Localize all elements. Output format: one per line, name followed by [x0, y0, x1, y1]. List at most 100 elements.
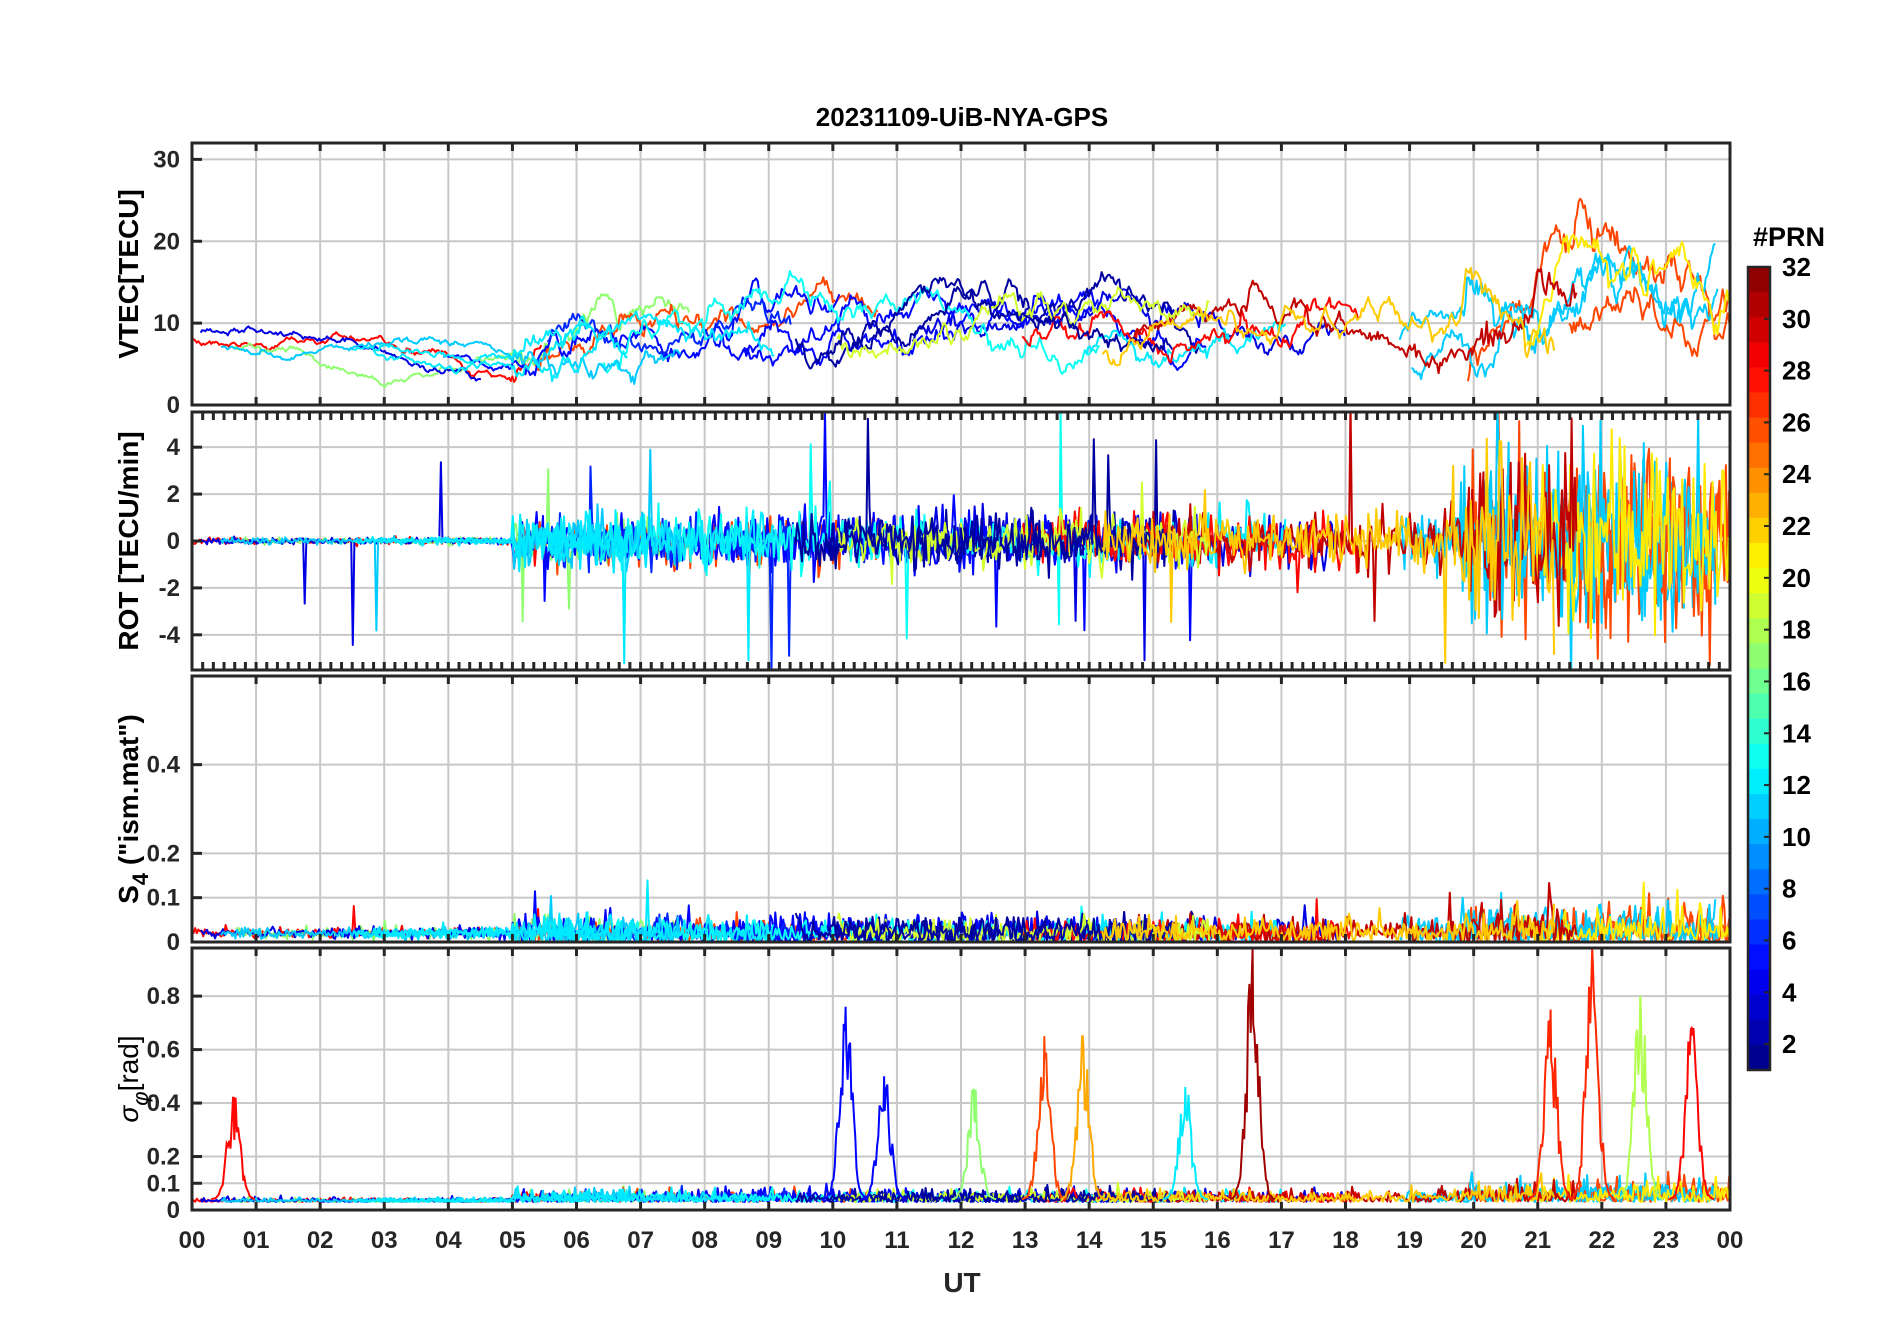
colorbar-segment — [1748, 618, 1770, 645]
x-tick-label: 11 — [884, 1227, 909, 1254]
x-tick-label: 07 — [627, 1227, 654, 1254]
series-line-prn — [599, 270, 1100, 375]
x-tick-label: 15 — [1140, 1227, 1167, 1254]
y-tick-label: 30 — [153, 146, 180, 173]
colorbar-tick-label: 30 — [1782, 304, 1811, 334]
panel-sigma_phi-y-label: σφ[rad] — [113, 1035, 153, 1122]
y-tick-label: -4 — [159, 622, 181, 649]
series-line-prn — [826, 910, 1174, 942]
x-tick-label: 20 — [1460, 1227, 1487, 1254]
series-line-prn — [1568, 286, 1730, 358]
colorbar-segment — [1748, 718, 1770, 745]
y-tick-label: 0.8 — [147, 983, 180, 1010]
y-tick-label: 0.6 — [147, 1037, 180, 1064]
colorbar-segment — [1748, 317, 1770, 343]
colorbar-segment — [1748, 392, 1770, 419]
y-label-main: σ — [113, 1105, 144, 1123]
y-tick-label: 0.1 — [147, 1170, 180, 1197]
colorbar-segment — [1748, 969, 1770, 996]
panel-vtec: 0 10 20 30 VTEC[TECU] — [113, 141, 1732, 419]
x-tick-label: 04 — [435, 1227, 462, 1254]
series-line-prn — [1524, 233, 1730, 347]
series-line-prn — [1133, 267, 1578, 375]
x-tick-label: 08 — [691, 1227, 718, 1254]
colorbar-segment — [1748, 492, 1770, 519]
y-tick-label: 20 — [153, 228, 180, 255]
burst-line — [1021, 1036, 1068, 1201]
burst-line — [1229, 948, 1276, 1200]
colorbar-tick-label: 2 — [1782, 1029, 1796, 1059]
x-tick-label: 22 — [1588, 1227, 1615, 1254]
colorbar-segment — [1748, 894, 1770, 921]
colorbar-tick-label: 12 — [1782, 770, 1811, 800]
burst-line — [210, 1096, 255, 1201]
series-line-prn — [1084, 910, 1287, 942]
x-tick-label: 05 — [499, 1227, 526, 1254]
y-tick-label: 0.4 — [147, 1090, 181, 1117]
colorbar-segment — [1748, 919, 1770, 946]
x-tick-label: 06 — [563, 1227, 590, 1254]
colorbar-tick-label: 4 — [1782, 977, 1797, 1007]
colorbar-segment — [1748, 593, 1770, 619]
x-axis-label: UT — [943, 1267, 980, 1298]
panel-s4-series — [192, 879, 1730, 942]
panel-s4-y-tick-labels: 0 0.1 0.2 0.4 — [147, 752, 202, 956]
colorbar-tick-label: 26 — [1782, 407, 1811, 437]
colorbar-tick-label: 18 — [1782, 615, 1811, 645]
burst-line — [822, 1006, 869, 1201]
colorbar-segment — [1748, 543, 1770, 569]
y-label-sub: φ — [128, 1091, 153, 1105]
colorbar-segment — [1748, 467, 1770, 494]
burst-line — [951, 1088, 997, 1201]
y-label-main: S — [113, 885, 144, 904]
series-line-prn — [1084, 320, 1287, 369]
series-line-prn — [546, 296, 792, 361]
panel-rot: -4 -2 0 2 4 ROT [TECU/min] — [113, 410, 1732, 672]
colorbar-segment — [1748, 517, 1770, 544]
colorbar-tick-label: 20 — [1782, 563, 1811, 593]
colorbar-segment — [1748, 568, 1770, 594]
x-tick-label: 00 — [179, 1227, 206, 1254]
panel-rot-tick-marks — [190, 412, 1732, 670]
x-tick-label: 17 — [1268, 1227, 1295, 1254]
panel-rot-series — [192, 412, 1730, 670]
x-tick-label: 18 — [1332, 1227, 1359, 1254]
series-line-prn — [352, 911, 629, 942]
burst-line — [1059, 1035, 1106, 1201]
colorbar-tick-label: 16 — [1782, 666, 1811, 696]
series-line-prn — [1410, 891, 1719, 942]
panel-vtec-y-label: VTEC[TECU] — [113, 189, 144, 359]
y-tick-label: 0 — [167, 528, 180, 555]
colorbar-segment — [1748, 668, 1770, 695]
colorbar-tick-label: 10 — [1782, 822, 1811, 852]
colorbar-segment — [1748, 994, 1770, 1021]
panel-rot-y-label: ROT [TECU/min] — [113, 431, 144, 650]
series-line-prn — [547, 310, 775, 357]
x-tick-label: 00 — [1717, 1227, 1744, 1254]
colorbar-segment — [1748, 442, 1770, 469]
colorbar-segment — [1748, 869, 1770, 895]
series-line-prn — [220, 336, 682, 385]
series-line-prn — [827, 276, 1174, 356]
colorbar-segment — [1748, 267, 1770, 293]
series-line-prn — [911, 288, 1346, 356]
y-tick-label: 2 — [167, 481, 180, 508]
panel-s4: 00.10.20.4S4 ("ism.mat") — [113, 674, 1732, 956]
series-line-prn — [1101, 437, 1556, 664]
panel-vtec-y-tick-labels: 0 10 20 30 — [153, 146, 202, 419]
burst-line — [1617, 996, 1663, 1200]
colorbar-segment — [1748, 367, 1770, 394]
x-tick-label: 16 — [1204, 1227, 1231, 1254]
series-line-prn — [353, 326, 628, 383]
y-tick-label: 0 — [167, 1197, 180, 1224]
x-tick-label: 14 — [1076, 1227, 1103, 1254]
panel-vtec-tick-marks — [190, 143, 1732, 405]
x-tick-label: 23 — [1653, 1227, 1680, 1254]
colorbar-segment — [1748, 944, 1770, 971]
colorbar-segment — [1748, 844, 1770, 870]
y-label-rest: [rad] — [113, 1035, 144, 1091]
series-line-prn — [826, 1183, 1173, 1203]
burst-line — [1569, 948, 1615, 1200]
panel-sigma_phi-series — [192, 948, 1730, 1203]
